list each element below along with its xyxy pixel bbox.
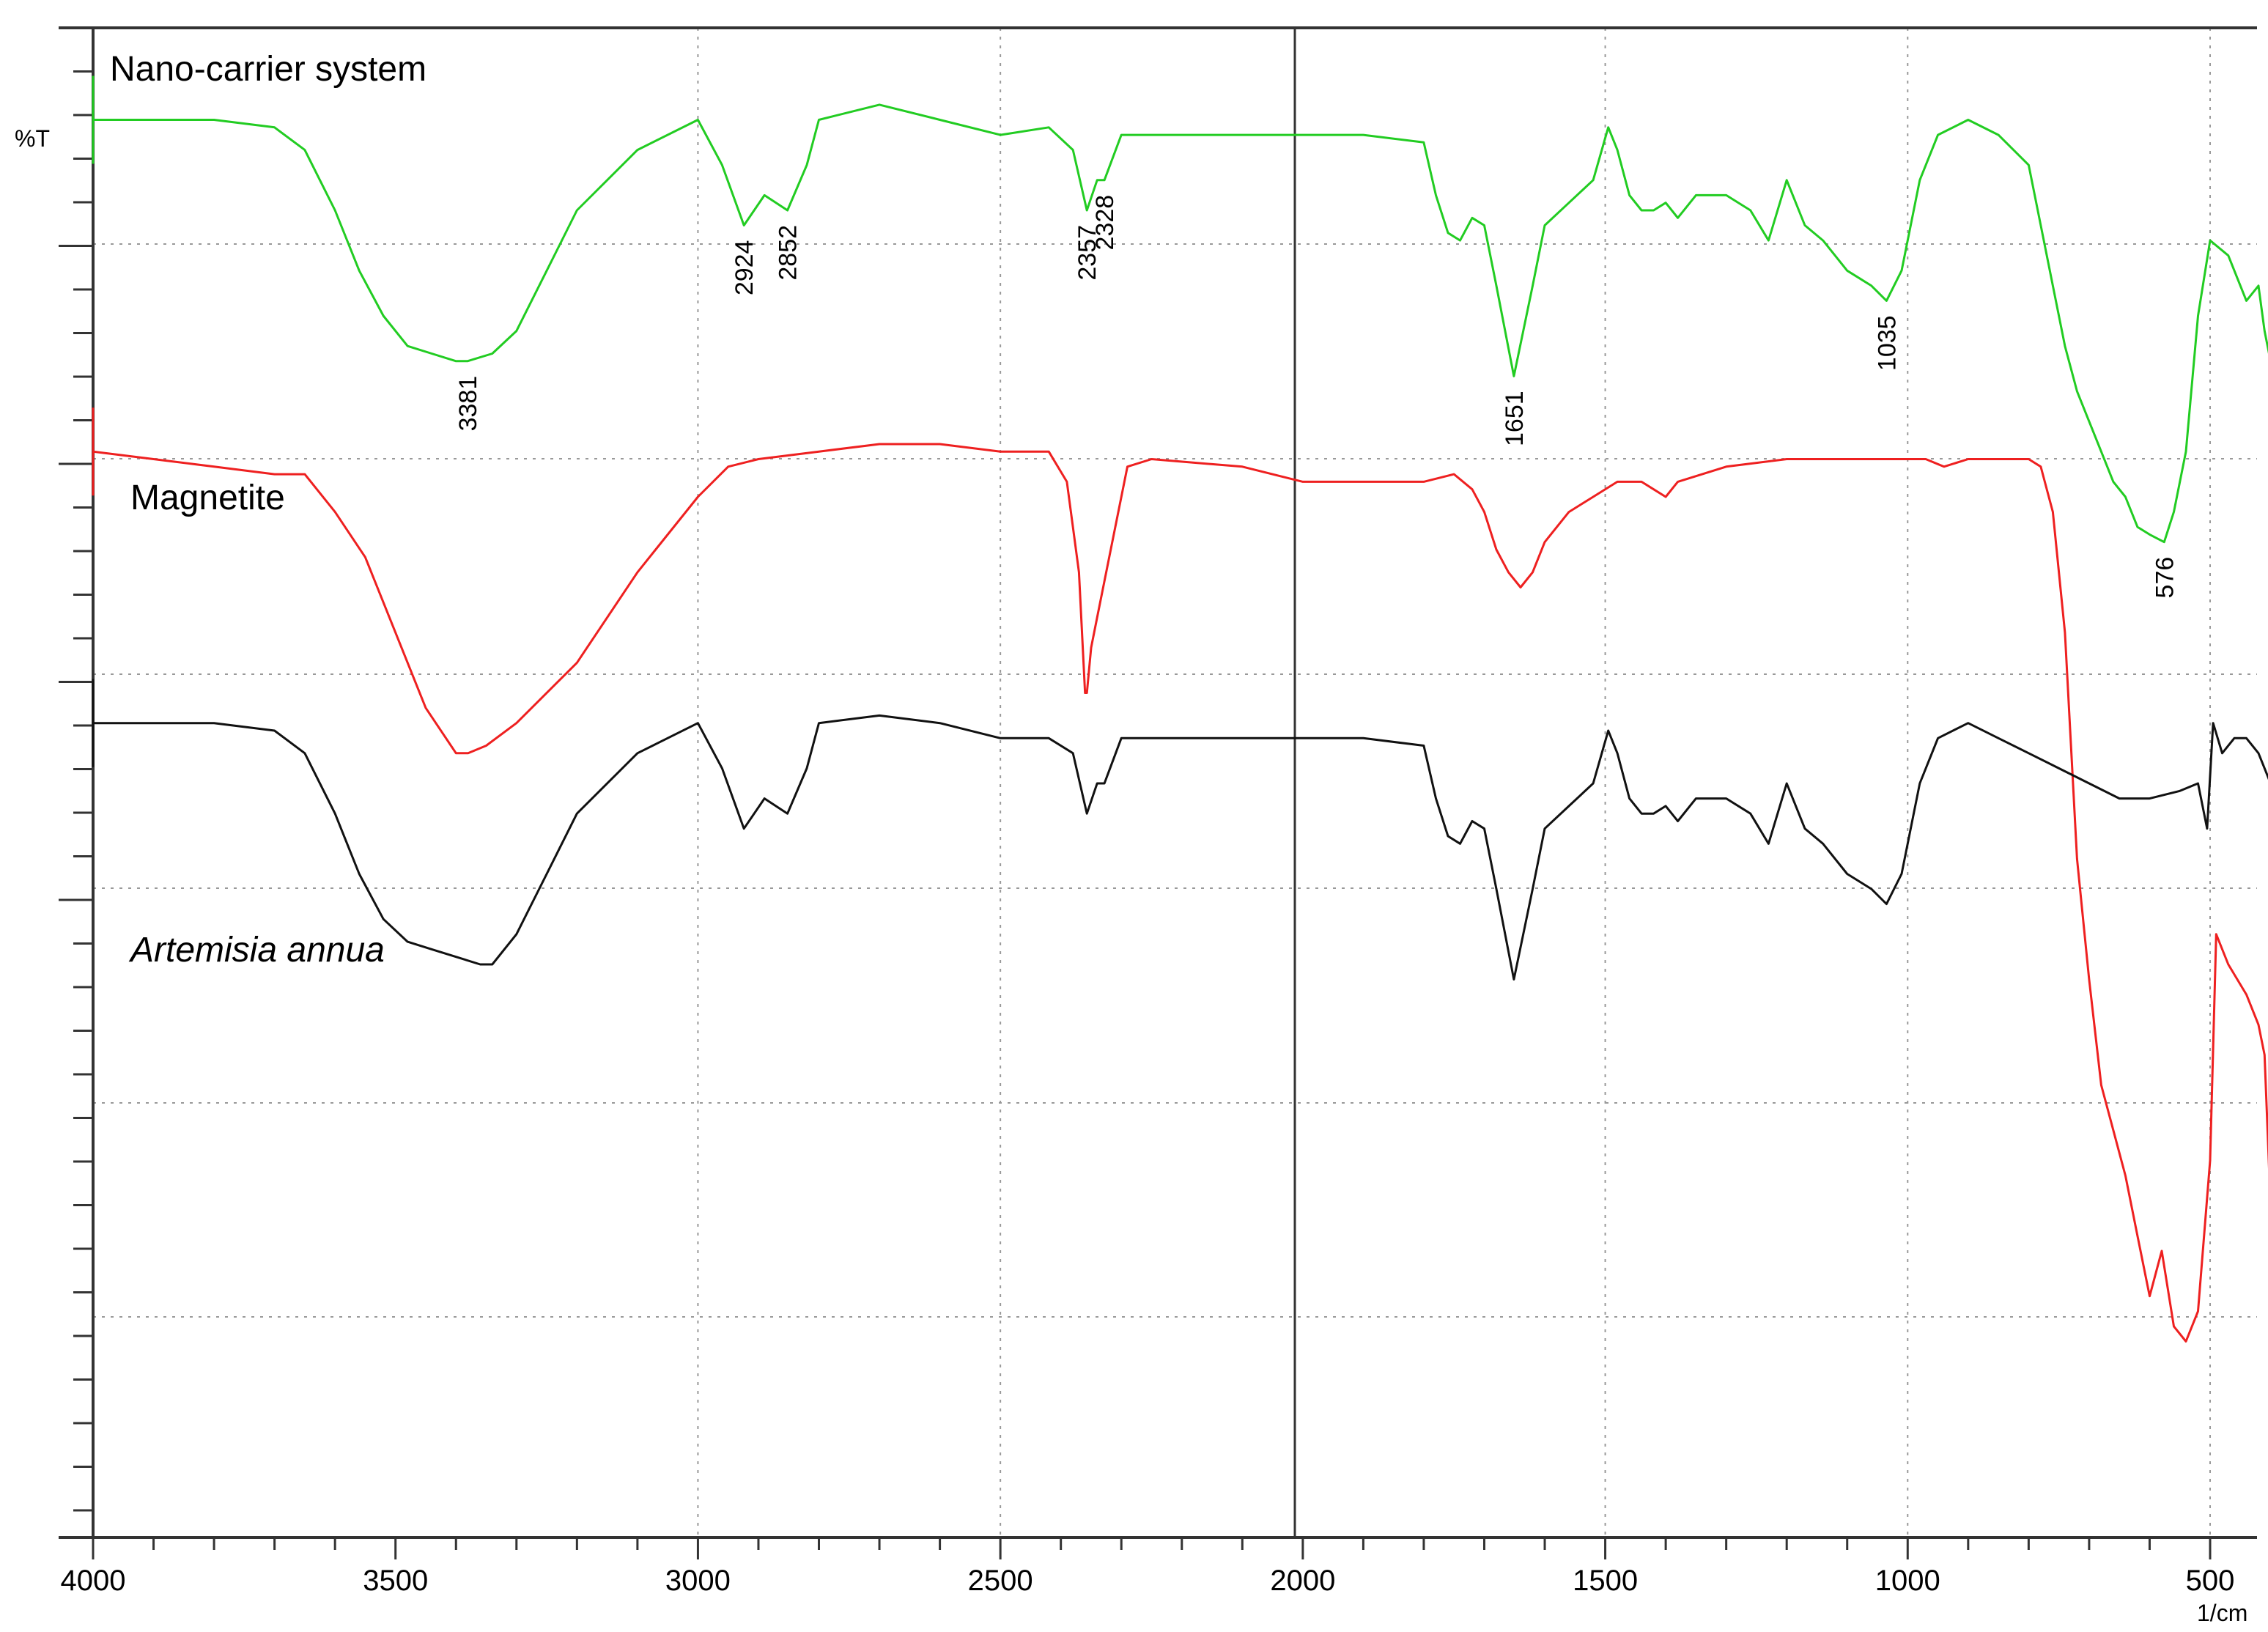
series-name-2: Artemisia annua <box>128 931 385 970</box>
x-tick-label-2000: 2000 <box>1270 1565 1335 1597</box>
x-tick-label-2500: 2500 <box>968 1565 1033 1597</box>
peak-label-3381: 3381 <box>454 376 482 432</box>
peak-label-2328: 2328 <box>1091 195 1119 251</box>
x-tick-label-500: 500 <box>2186 1565 2235 1597</box>
x-tick-label-3000: 3000 <box>665 1565 731 1597</box>
x-tick-label-3500: 3500 <box>363 1565 428 1597</box>
peak-label-2357: 2357 <box>1074 225 1101 281</box>
series-line-0 <box>93 103 2268 544</box>
series-line-1 <box>92 443 2268 1343</box>
axis-ticks: 4000 3500 3000 2500 2000 1500 1000 500 <box>59 26 2235 1597</box>
peak-label-2924: 2924 <box>731 240 758 296</box>
x-tick-label-1500: 1500 <box>1573 1565 1638 1597</box>
grid-lines <box>93 28 2257 1537</box>
x-tick-label-1000: 1000 <box>1875 1565 1940 1597</box>
peak-label-2852: 2852 <box>775 225 802 281</box>
series-name-0: Nano-carrier system <box>110 50 426 89</box>
peak-label-576: 576 <box>2151 557 2179 599</box>
x-tick-label-4000: 4000 <box>61 1565 126 1597</box>
series-lines <box>92 75 2268 1343</box>
series-name-1: Magnetite <box>130 479 285 517</box>
peak-label-1035: 1035 <box>1873 315 1901 371</box>
x-unit-label: 1/cm <box>2197 1600 2247 1626</box>
series-name-labels: Nano-carrier system Magnetite Artemisia an… <box>110 50 426 970</box>
peak-label-1651: 1651 <box>1501 391 1529 446</box>
axes: %T 1/cm <box>15 26 2257 1626</box>
series-line-2 <box>93 714 2268 981</box>
y-axis-label: %T <box>15 125 50 152</box>
